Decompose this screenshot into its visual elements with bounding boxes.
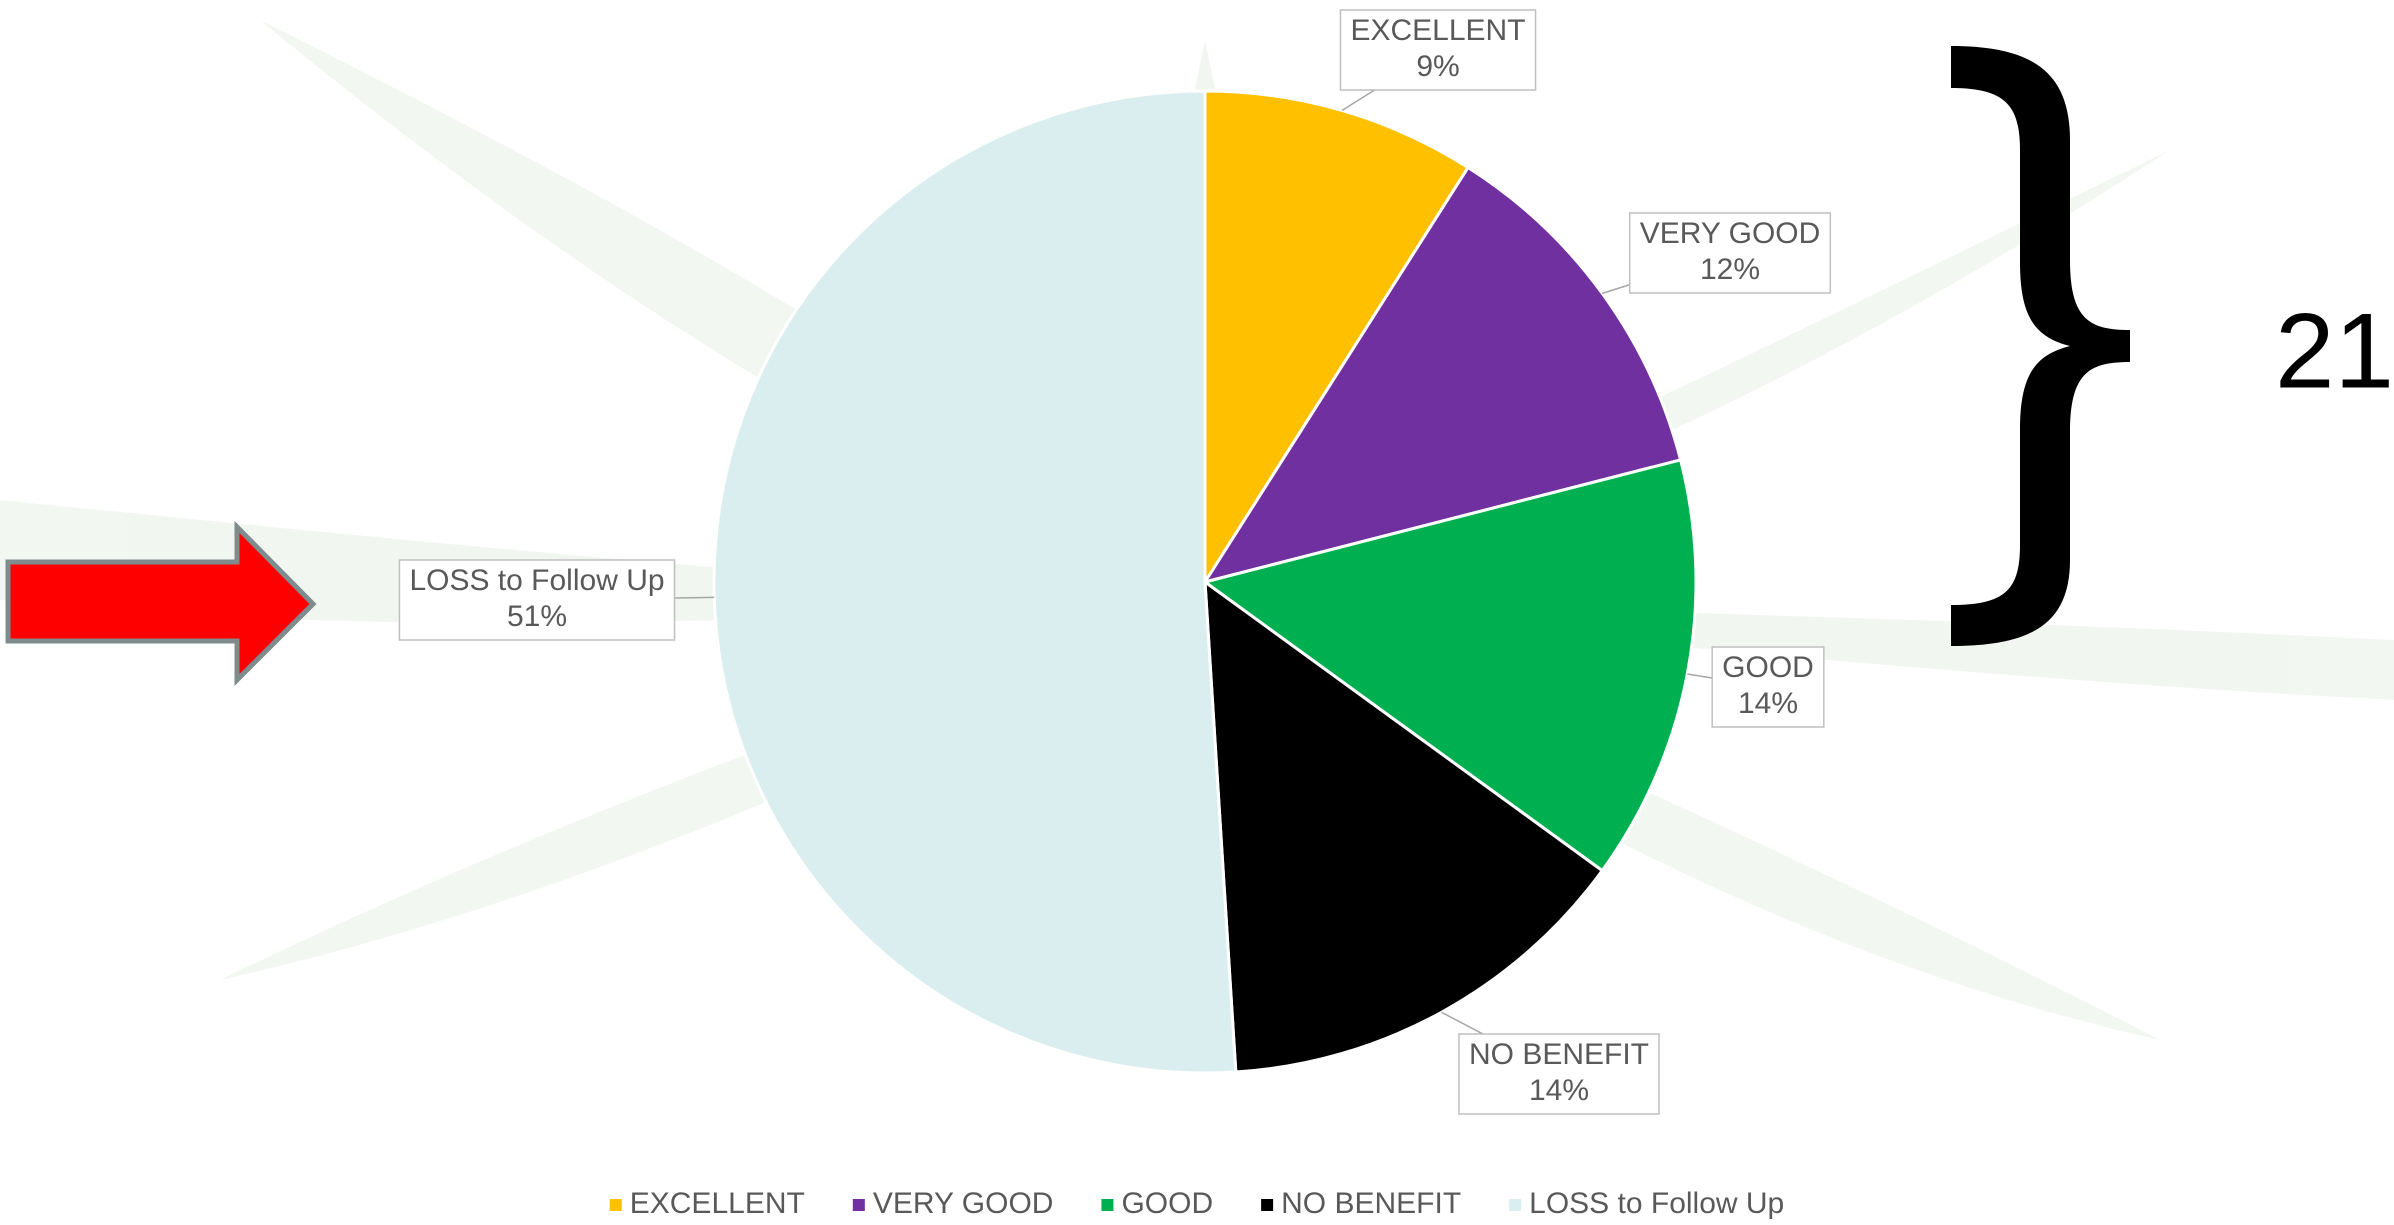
pie — [712, 89, 1698, 1075]
data-label-category: VERY GOOD — [1640, 217, 1821, 250]
legend-swatch — [1509, 1199, 1522, 1211]
pie-slice — [1203, 89, 1471, 588]
legend: EXCELLENT VERY GOOD GOOD NO BENEFIT LOSS to … — [609, 1187, 1784, 1220]
legend-swatch — [1101, 1199, 1114, 1211]
brace — [1951, 46, 2130, 646]
data-label-value: 14% — [1529, 1074, 1589, 1107]
data-label-category: LOSS to Follow Up — [409, 564, 664, 597]
data-label-category: EXCELLENT — [1350, 14, 1525, 47]
legend-label: GOOD — [1121, 1187, 1213, 1220]
annotation: 21% — [2275, 290, 2394, 410]
label-box — [1339, 9, 1537, 91]
label-box — [398, 559, 676, 641]
data-label-category: NO BENEFIT — [1469, 1038, 1649, 1071]
pie-slice — [712, 89, 1238, 1075]
legend-swatch — [852, 1199, 865, 1211]
pie-slice — [1201, 165, 1683, 585]
label-box — [1458, 1033, 1660, 1115]
legend-label: LOSS to Follow Up — [1529, 1187, 1784, 1220]
legend-swatch — [609, 1199, 622, 1211]
data-label-value: 12% — [1700, 253, 1760, 286]
data-label-value: 9% — [1416, 50, 1459, 83]
data-label-value: 51% — [507, 600, 567, 633]
legend-label: VERY GOOD — [873, 1187, 1054, 1220]
label-box — [1628, 212, 1832, 294]
pie-slice — [1201, 458, 1698, 873]
data-label-category: GOOD — [1722, 651, 1814, 684]
data-label-value: 14% — [1738, 687, 1798, 720]
legend-label: EXCELLENT — [630, 1187, 805, 1220]
label-box — [1711, 646, 1825, 728]
legend-label: NO BENEFIT — [1281, 1187, 1461, 1220]
red-arrow — [5, 520, 317, 687]
legend-swatch — [1261, 1199, 1274, 1211]
